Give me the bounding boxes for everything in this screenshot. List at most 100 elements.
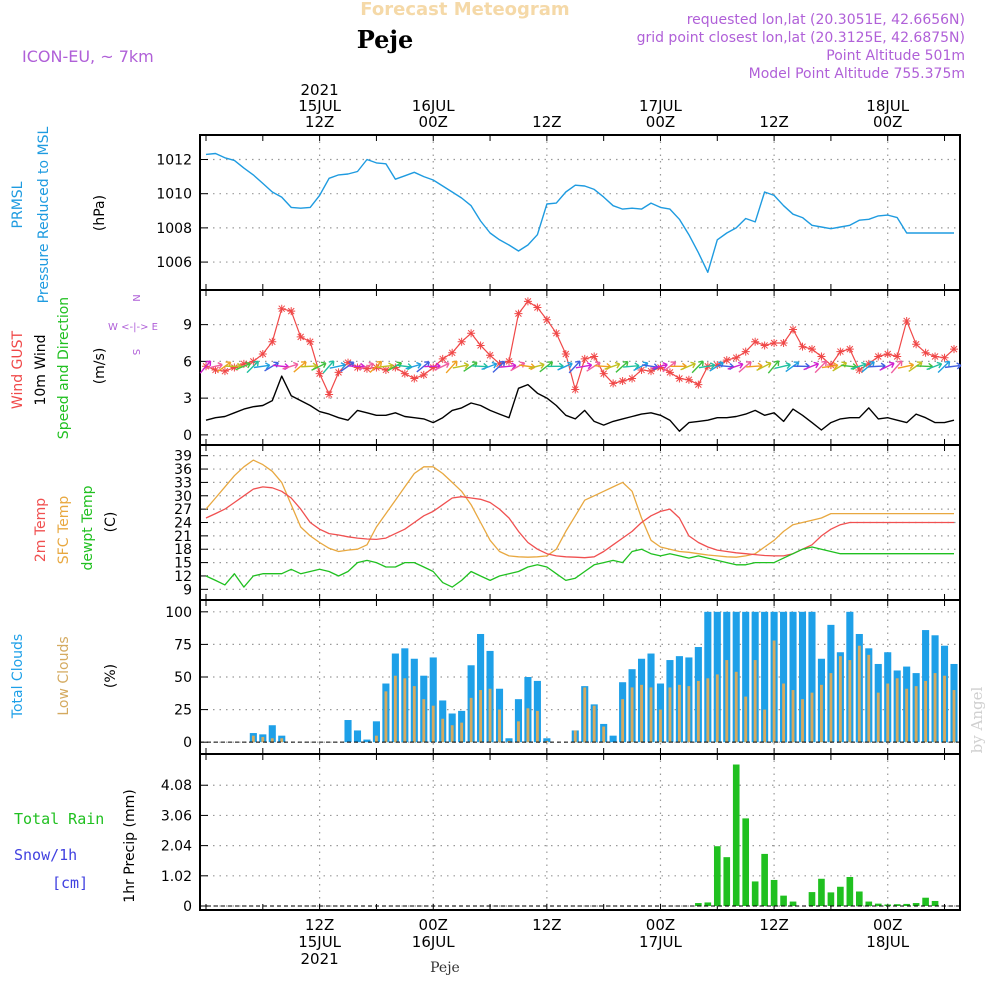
wind-direction-arrow xyxy=(199,360,212,374)
wind-direction-arrow xyxy=(322,360,335,374)
rain-bar xyxy=(761,853,768,906)
gust-marker xyxy=(722,356,731,365)
precip-unit-label: 1hr Precip (mm) xyxy=(122,789,138,902)
gust-marker xyxy=(315,369,324,378)
gust-marker xyxy=(230,363,239,372)
y-tick-label: 12 xyxy=(174,569,192,585)
gust-marker xyxy=(826,361,835,370)
low-cloud-bar xyxy=(876,692,880,743)
gust-marker xyxy=(684,375,693,384)
gust-marker xyxy=(552,329,561,338)
gust-marker xyxy=(599,369,608,378)
gust-marker xyxy=(874,352,883,361)
wind-direction-arrow xyxy=(840,363,858,371)
wind-direction-arrow xyxy=(499,362,517,370)
gust-marker xyxy=(770,339,779,347)
gust-marker xyxy=(855,365,864,374)
total-cloud-bar xyxy=(609,735,617,743)
wind-direction-arrow xyxy=(727,361,744,370)
rain-bar xyxy=(931,900,939,906)
top-time-label: 16JUL xyxy=(412,97,455,115)
rain-bar xyxy=(751,881,759,906)
total-cloud-bar xyxy=(363,739,371,743)
rain-bar xyxy=(742,818,750,906)
gust-marker xyxy=(334,368,343,377)
y-tick-label: 0 xyxy=(183,428,192,444)
wind-gust-label: Wind GUST xyxy=(10,330,26,409)
prmsl-line xyxy=(205,152,954,273)
wind-direction-arrow xyxy=(738,360,752,373)
panel-frame xyxy=(199,444,961,601)
gust-marker xyxy=(344,358,353,367)
wind-direction-arrow xyxy=(272,363,290,371)
gust-marker xyxy=(391,363,400,372)
total-clouds-label: Total Clouds xyxy=(10,634,26,719)
gust-marker xyxy=(760,341,769,350)
gust-marker xyxy=(296,332,305,341)
bottom-time-label: 16JUL xyxy=(412,933,455,951)
total-rain-label: Total Rain xyxy=(14,810,104,828)
rain-bar xyxy=(827,892,835,906)
gust-marker xyxy=(410,374,419,383)
low-cloud-bar xyxy=(715,674,719,743)
top-time-label: 12Z xyxy=(532,113,561,131)
rain-bar xyxy=(922,897,929,906)
y-tick-label: 4.08 xyxy=(161,778,192,794)
clouds-unit-label: (%) xyxy=(103,664,119,688)
bottom-time-label: 00Z xyxy=(646,916,675,934)
gust-marker xyxy=(694,380,703,389)
pressure-unit-label: (hPa) xyxy=(92,195,108,231)
wind-direction-arrow xyxy=(774,362,791,369)
low-cloud-bar xyxy=(668,687,672,743)
rain-bar xyxy=(884,904,892,906)
wind-direction-arrow xyxy=(246,360,259,374)
y-tick-label: 3 xyxy=(183,391,192,407)
bottom-time-label: 12Z xyxy=(532,916,561,934)
gust-line xyxy=(205,300,955,395)
wind-direction-arrow xyxy=(528,361,545,370)
gust-marker xyxy=(438,354,447,363)
wind-direction-arrow xyxy=(445,360,458,374)
rain-bar xyxy=(856,891,863,906)
low-cloud-bar xyxy=(696,680,700,743)
top-time-label: 00Z xyxy=(646,113,675,131)
low-cloud-bar xyxy=(933,673,937,743)
bottom-time-label: 15JUL xyxy=(298,933,341,951)
total-cloud-bar xyxy=(514,699,523,743)
low-cloud-bar xyxy=(535,710,539,743)
gust-marker xyxy=(713,361,722,370)
wind-direction-arrow xyxy=(206,362,223,369)
gust-marker xyxy=(504,357,513,366)
wind-direction-arrow xyxy=(709,361,724,372)
y-tick-label: 27 xyxy=(174,502,192,518)
gust-marker xyxy=(741,347,750,356)
low-cloud-bar xyxy=(791,690,795,743)
gust-marker xyxy=(807,345,816,354)
gust-marker xyxy=(647,367,656,376)
y-tick-label: 3.06 xyxy=(161,808,192,824)
wind-direction-arrow xyxy=(510,361,526,372)
y-tick-label: 100 xyxy=(165,605,192,621)
low-cloud-bar xyxy=(630,687,634,743)
gust-marker xyxy=(864,359,873,368)
gust-marker xyxy=(400,369,409,378)
y-tick-label: 9 xyxy=(183,582,192,598)
low-cloud-bar xyxy=(251,735,255,743)
gust-marker xyxy=(921,348,930,357)
point-altitude: Point Altitude 501m xyxy=(826,48,965,64)
temp-2m-label: 2m Temp xyxy=(33,498,49,562)
low-cloud-bar xyxy=(753,660,757,743)
low-clouds-label: Low Clouds xyxy=(56,636,72,715)
bottom-time-label: 12Z xyxy=(759,916,788,934)
gust-marker xyxy=(362,364,371,373)
low-cloud-bar xyxy=(659,709,662,743)
prmsl-label: PRMSL xyxy=(10,181,26,228)
wind-direction-arrow xyxy=(890,360,903,374)
low-cloud-bar xyxy=(857,645,861,743)
low-cloud-bar xyxy=(450,725,454,743)
low-cloud-bar xyxy=(895,678,899,743)
rain-bar xyxy=(723,857,731,906)
gust-marker xyxy=(618,376,627,385)
